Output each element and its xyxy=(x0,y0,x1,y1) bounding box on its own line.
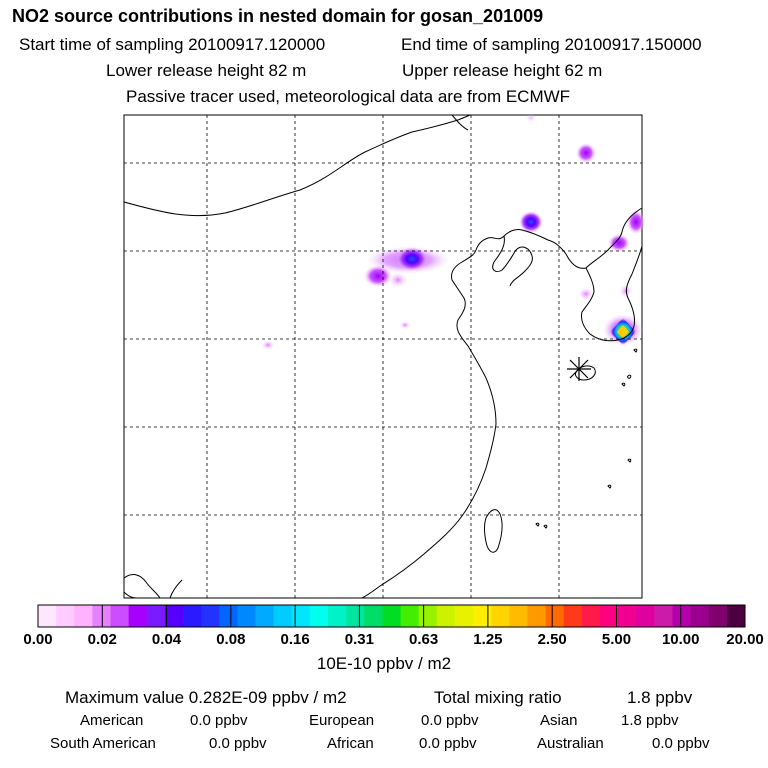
region-value: 1.8 ppbv xyxy=(621,712,679,729)
receptor-marker xyxy=(567,357,591,381)
colorbar-cell xyxy=(454,605,474,627)
colorbar-tick-label: 0.16 xyxy=(280,631,310,648)
grid-lines xyxy=(124,115,642,598)
concentration-field xyxy=(261,114,645,350)
tracer-note: Passive tracer used, meteorological data… xyxy=(126,87,571,106)
colorbar-cell xyxy=(545,605,565,627)
colorbar-cell xyxy=(491,605,510,627)
start-time: Start time of sampling 20100917.120000 xyxy=(19,35,326,54)
colorbar-cell xyxy=(201,605,220,627)
colorbar-cell xyxy=(74,605,93,627)
colorbar-cell xyxy=(164,605,184,627)
colorbar-cell xyxy=(291,605,311,627)
colorbar-cell xyxy=(527,605,547,627)
colorbar-cell xyxy=(328,605,347,627)
colorbar-cell xyxy=(418,605,438,627)
colorbar-units: 10E-10 ppbv / m2 xyxy=(316,654,452,673)
colorbar-tick-label: 0.00 xyxy=(23,631,53,648)
colorbar-cell xyxy=(219,605,238,627)
region-name: European xyxy=(309,712,375,729)
colorbar-cell xyxy=(726,605,746,627)
map-title: NO2 source contributions in nested domai… xyxy=(12,6,544,26)
colorbar-tick-label: 0.04 xyxy=(151,631,182,648)
colorbar-tick-label: 2.50 xyxy=(537,631,567,648)
region-name: African xyxy=(327,735,374,752)
region-value: 0.0 ppbv xyxy=(419,735,477,752)
colorbar-cell xyxy=(509,605,528,627)
colorbar-cell xyxy=(563,605,583,627)
colorbar-tick-label: 0.08 xyxy=(216,631,246,648)
colorbar-cell xyxy=(400,605,420,627)
maximum-value: Maximum value 0.282E-09 ppbv / m2 xyxy=(65,688,347,707)
colorbar-cell xyxy=(273,605,293,627)
colorbar-tick-label: 1.25 xyxy=(473,631,503,648)
region-name: American xyxy=(80,712,144,729)
colorbar-cell xyxy=(346,605,365,627)
total-mixing-ratio-label: Total mixing ratio xyxy=(434,688,562,707)
colorbar-tick-label: 0.02 xyxy=(87,631,117,648)
colorbar-cell xyxy=(364,605,383,627)
colorbar-cell xyxy=(618,605,637,627)
colorbar xyxy=(37,604,746,628)
colorbar-cell xyxy=(309,605,329,627)
lower-release-height: Lower release height 82 m xyxy=(106,61,307,80)
colorbar-cell xyxy=(255,605,275,627)
colorbar-cell xyxy=(473,605,492,627)
colorbar-cell xyxy=(436,605,456,627)
colorbar-cell xyxy=(128,605,148,627)
colorbar-cell xyxy=(708,605,728,627)
colorbar-cell xyxy=(636,605,655,627)
colorbar-cell xyxy=(110,605,130,627)
colorbar-cell xyxy=(690,605,710,627)
upper-release-height: Upper release height 62 m xyxy=(402,61,603,80)
colorbar-cell xyxy=(654,605,673,627)
colorbar-cell xyxy=(146,605,166,627)
colorbar-cell xyxy=(237,605,257,627)
coastlines xyxy=(123,114,643,599)
colorbar-cell xyxy=(599,605,619,627)
total-mixing-ratio-value: 1.8 ppbv xyxy=(627,688,693,707)
region-value: 0.0 ppbv xyxy=(652,735,710,752)
colorbar-cell xyxy=(92,605,112,627)
colorbar-cell xyxy=(581,605,601,627)
colorbar-tick-label: 20.00 xyxy=(726,631,764,648)
colorbar-cell xyxy=(672,605,692,627)
region-name: Asian xyxy=(540,712,578,729)
colorbar-cell xyxy=(38,605,57,627)
end-time: End time of sampling 20100917.150000 xyxy=(401,35,702,54)
colorbar-tick-label: 0.31 xyxy=(344,631,374,648)
region-name: South American xyxy=(50,735,156,752)
colorbar-border xyxy=(37,604,746,628)
region-name: Australian xyxy=(537,735,604,752)
colorbar-tick-label: 0.63 xyxy=(409,631,439,648)
colorbar-tick-label: 10.00 xyxy=(661,631,700,648)
colorbar-cell xyxy=(382,605,402,627)
region-value: 0.0 ppbv xyxy=(209,735,267,752)
colorbar-cell xyxy=(183,605,202,627)
region-value: 0.0 ppbv xyxy=(190,712,248,729)
colorbar-cell xyxy=(56,605,75,627)
colorbar-tick-label: 5.00 xyxy=(601,631,632,648)
region-value: 0.0 ppbv xyxy=(421,712,479,729)
